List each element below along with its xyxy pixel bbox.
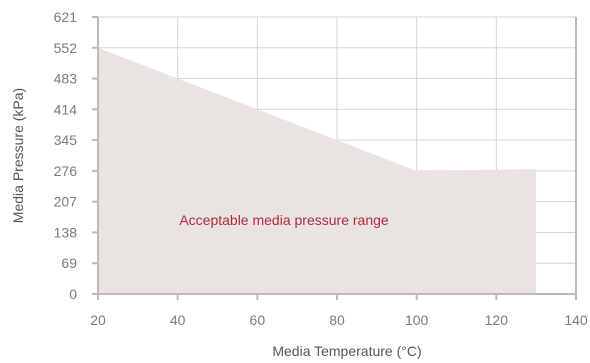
y-tick-label: 138 [54,224,78,240]
x-tick-label: 40 [170,312,186,328]
range-annotation: Acceptable media pressure range [179,212,389,228]
y-tick-label: 0 [69,286,77,302]
y-tick-label: 276 [54,163,78,179]
x-tick-label: 20 [90,312,106,328]
y-axis-title: Media Pressure (kPa) [10,88,26,223]
y-tick-label: 345 [54,132,78,148]
x-tick-label: 80 [329,312,345,328]
x-tick-label: 100 [405,312,429,328]
y-tick-label: 621 [54,9,78,25]
y-axis-ticks: 0 69 138 207 276 345 414 483 552 621 [54,9,98,302]
y-tick-label: 207 [54,194,78,210]
x-axis-title: Media Temperature (°C) [272,343,421,359]
acceptable-range-area [98,47,537,295]
y-tick-label: 483 [54,71,78,87]
x-tick-label: 60 [250,312,266,328]
y-tick-label: 414 [54,101,78,117]
x-axis-ticks: 20 40 60 80 100 120 140 [90,294,588,328]
x-tick-label: 120 [485,312,509,328]
y-tick-label: 69 [61,255,77,271]
x-tick-label: 140 [564,312,588,328]
y-tick-label: 552 [54,40,78,56]
